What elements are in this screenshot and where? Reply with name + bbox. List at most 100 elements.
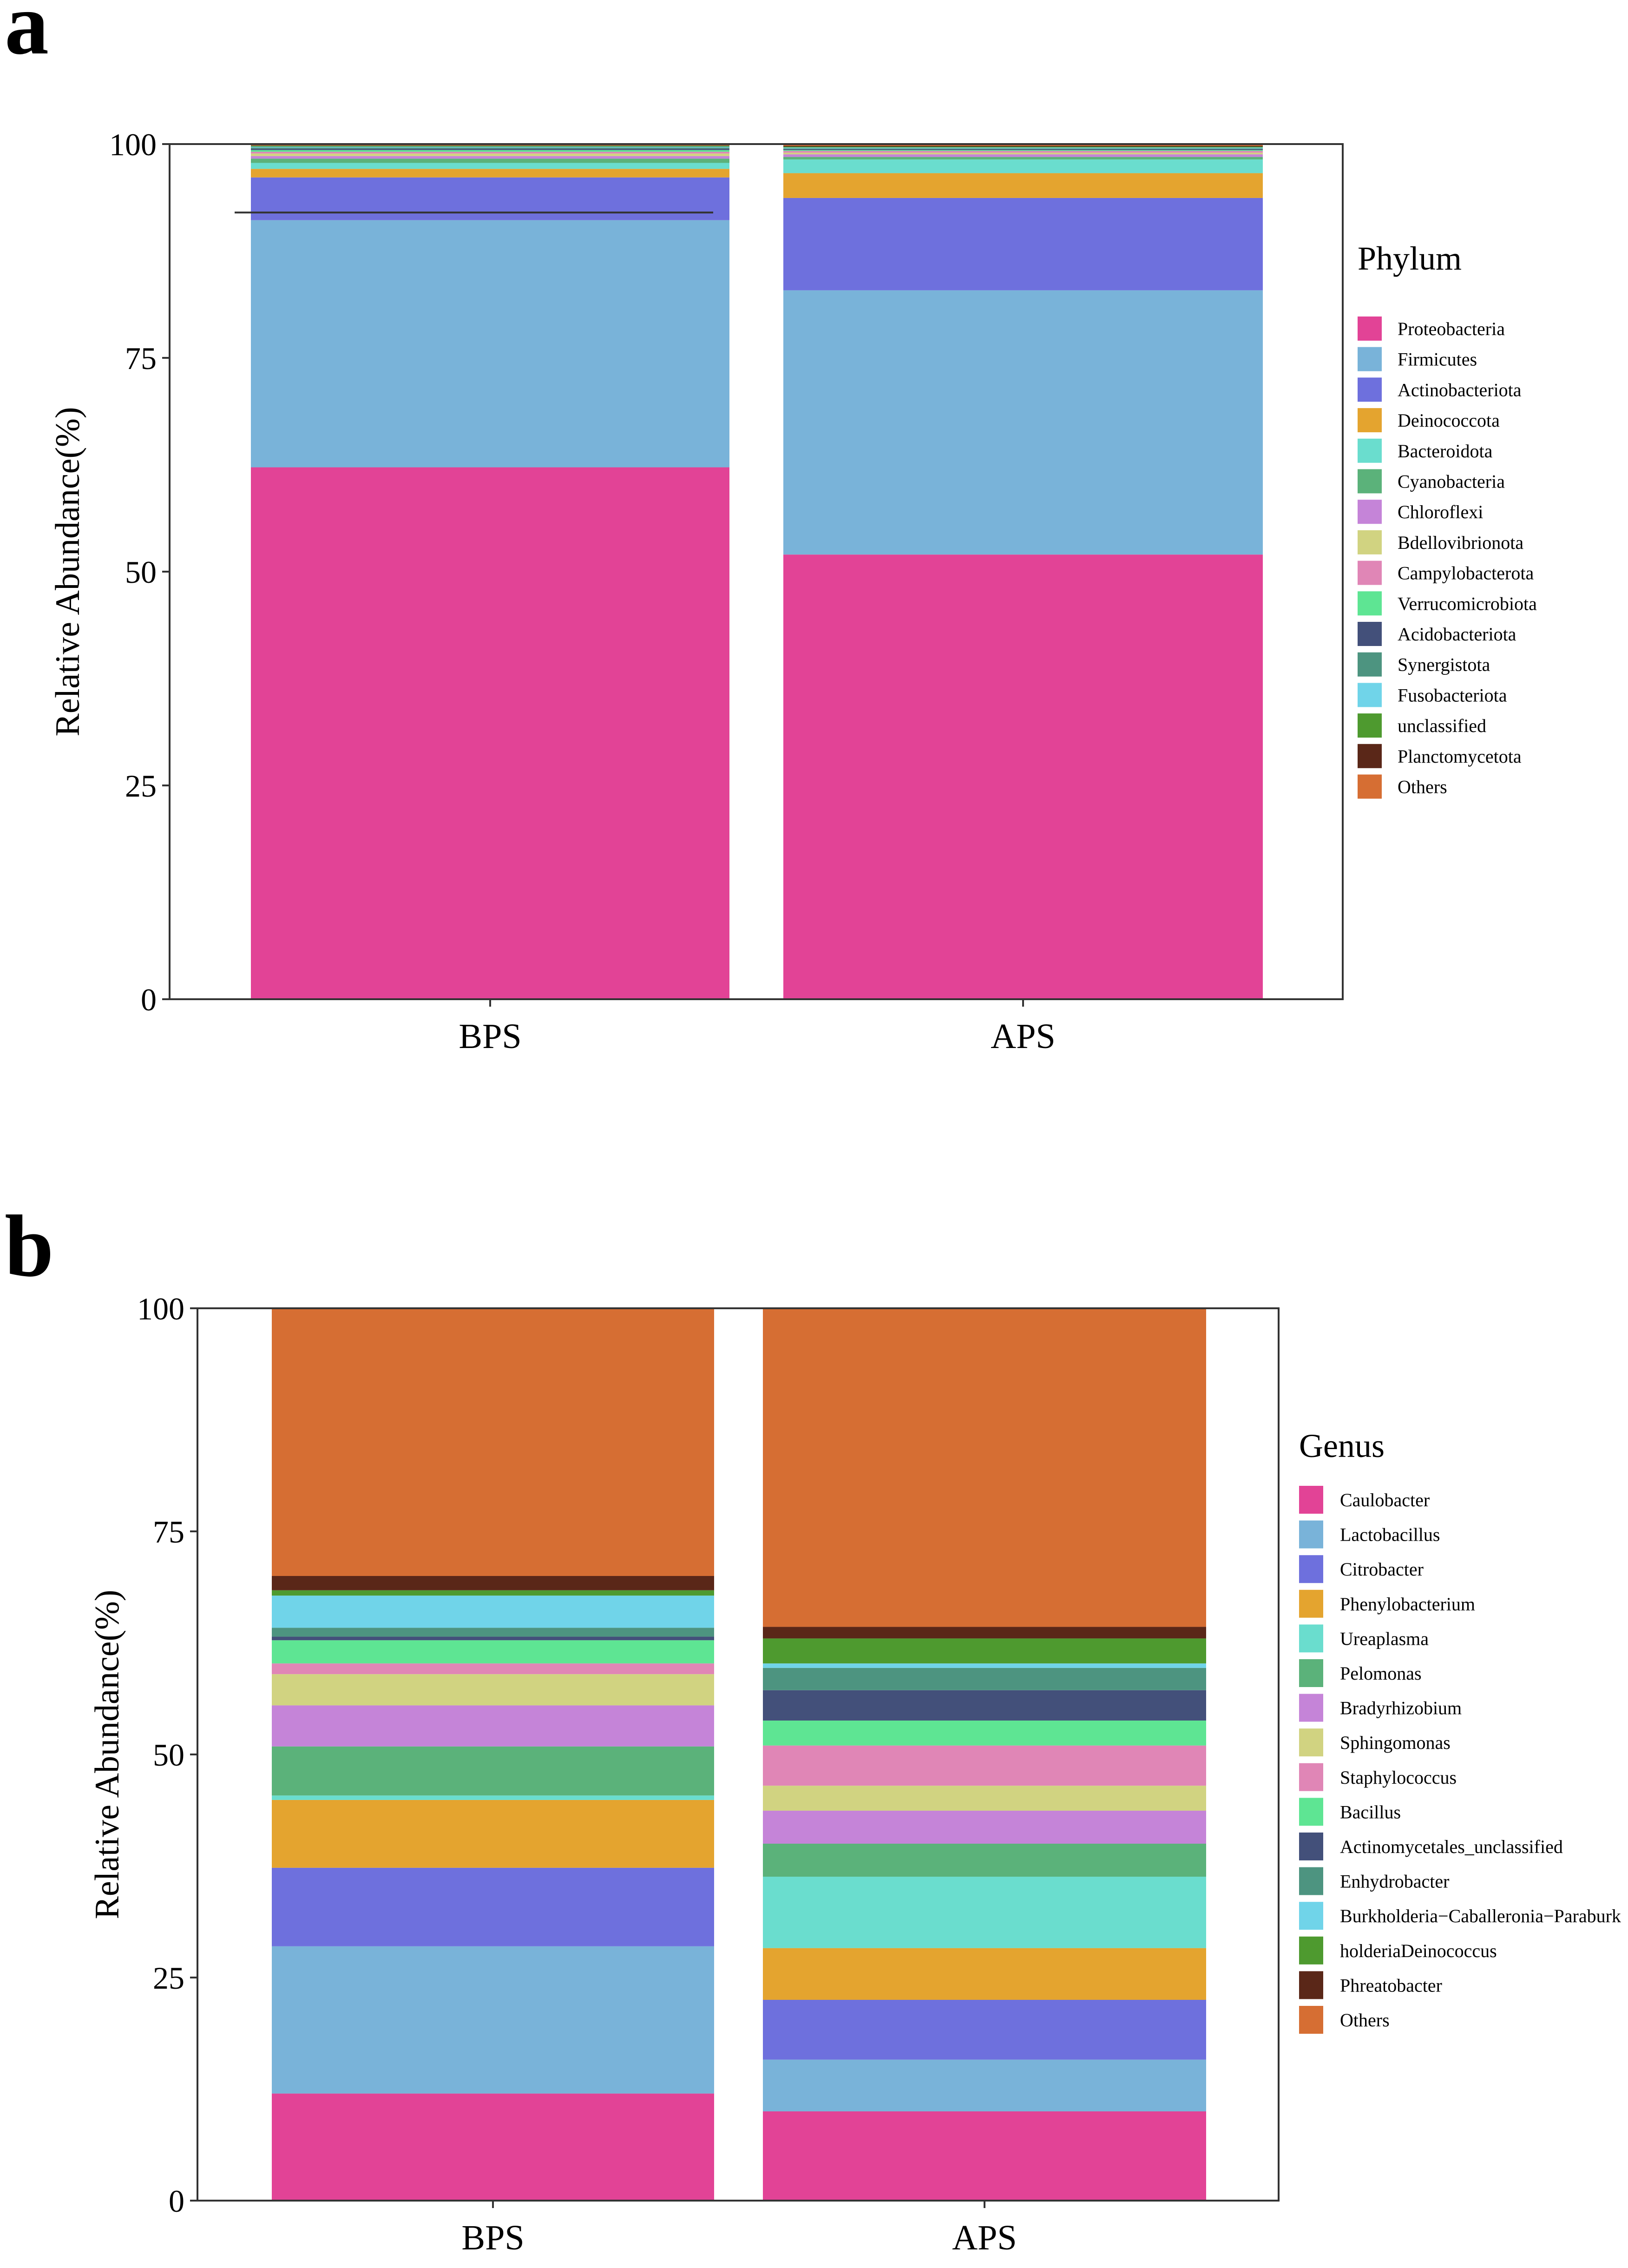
x-tick-label-bps: BPS bbox=[461, 2218, 524, 2257]
bar-segment-aps-bacillus bbox=[763, 1721, 1206, 1746]
legend-label-campylobacterota: Campylobacterota bbox=[1398, 563, 1534, 584]
x-tick-label-bps: BPS bbox=[459, 1017, 521, 1056]
legend-swatch-others bbox=[1299, 2006, 1323, 2034]
legend-label-actinomycetales-unclassified: Actinomycetales_unclassified bbox=[1340, 1836, 1563, 1857]
legend-label-others: Others bbox=[1398, 777, 1447, 798]
bar-segment-aps-others bbox=[763, 1308, 1206, 1627]
bar-segment-bps-deinococcota bbox=[251, 169, 729, 178]
y-tick-label: 100 bbox=[109, 127, 157, 162]
legend-label-others: Others bbox=[1340, 2010, 1390, 2031]
legend-swatch-bacteroidota bbox=[1358, 438, 1382, 463]
legend-swatch-firmicutes bbox=[1358, 347, 1382, 371]
legend-label-phenylobacterium: Phenylobacterium bbox=[1340, 1594, 1475, 1615]
genus-bars bbox=[272, 1308, 1206, 2201]
bar-segment-aps-ureaplasma bbox=[763, 1877, 1206, 1948]
legend-swatch-caulobacter bbox=[1299, 1486, 1323, 1514]
bar-segment-aps-holderiadeinococcus bbox=[763, 1638, 1206, 1664]
x-tick-label-aps: APS bbox=[991, 1017, 1055, 1056]
bar-segment-aps-actinomycetales-unclassified bbox=[763, 1690, 1206, 1721]
bar-segment-bps-enhydrobacter bbox=[272, 1628, 714, 1637]
legend-swatch-actinomycetales-unclassified bbox=[1299, 1833, 1323, 1860]
legend-label-burkholderia-caballeronia-paraburk: Burkholderia−Caballeronia−Paraburk bbox=[1340, 1905, 1621, 1926]
bar-segment-bps-unclassified bbox=[251, 145, 729, 147]
legend-swatch-campylobacterota bbox=[1358, 560, 1382, 585]
legend-label-firmicutes: Firmicutes bbox=[1398, 349, 1477, 370]
panel-a-letter: a bbox=[5, 0, 49, 73]
bar-segment-bps-bacteroidota bbox=[251, 163, 729, 169]
bar-segment-aps-caulobacter bbox=[763, 2111, 1206, 2201]
legend-swatch-planctomycetota bbox=[1358, 744, 1382, 768]
bar-segment-aps-sphingomonas bbox=[763, 1786, 1206, 1811]
legend-label-bradyrhizobium: Bradyrhizobium bbox=[1340, 1698, 1462, 1719]
bar-segment-aps-phreatobacter bbox=[763, 1627, 1206, 1639]
y-tick-label: 25 bbox=[153, 1960, 184, 1996]
bar-segment-bps-proteobacteria bbox=[251, 467, 729, 999]
bar-segment-aps-synergistota bbox=[783, 148, 1263, 150]
bar-segment-aps-staphylococcus bbox=[763, 1745, 1206, 1786]
y-tick-label: 25 bbox=[125, 768, 157, 804]
legend-swatch-enhydrobacter bbox=[1299, 1867, 1323, 1895]
bar-segment-aps-firmicutes bbox=[783, 290, 1263, 555]
legend-swatch-synergistota bbox=[1358, 652, 1382, 677]
bar-segment-bps-sphingomonas bbox=[272, 1674, 714, 1706]
bar-segment-aps-actinobacteriota bbox=[783, 198, 1263, 290]
legend-label-bacillus: Bacillus bbox=[1340, 1801, 1401, 1822]
legend-swatch-verrucomicrobiota bbox=[1358, 591, 1382, 616]
legend-swatch-holderiadeinococcus bbox=[1299, 1936, 1323, 1965]
legend-swatch-citrobacter bbox=[1299, 1555, 1323, 1583]
legend-label-actinobacteriota: Actinobacteriota bbox=[1398, 379, 1522, 400]
bar-segment-bps-actinobacteriota bbox=[251, 177, 729, 220]
legend-label-citrobacter: Citrobacter bbox=[1340, 1559, 1424, 1580]
legend-label-verrucomicrobiota: Verrucomicrobiota bbox=[1398, 593, 1537, 614]
legend-swatch-acidobacteriota bbox=[1358, 622, 1382, 646]
bar-segment-bps-actinomycetales-unclassified bbox=[272, 1636, 714, 1641]
bar-segment-aps-cyanobacteria bbox=[783, 157, 1263, 160]
bar-segment-bps-firmicutes bbox=[251, 220, 729, 468]
legend-swatch-actinobacteriota bbox=[1358, 377, 1382, 402]
bar-segment-aps-unclassified bbox=[783, 146, 1263, 148]
legend-label-holderiadeinococcus: holderiaDeinococcus bbox=[1340, 1940, 1497, 1961]
bar-segment-aps-verrucomicrobiota bbox=[783, 150, 1263, 151]
legend-swatch-deinococcota bbox=[1358, 408, 1382, 433]
legend: Proteobacteria Firmicutes Actinobacteriota… bbox=[1358, 316, 1537, 799]
bar-segment-aps-bacteroidota bbox=[783, 159, 1263, 173]
legend-label-phreatobacter: Phreatobacter bbox=[1340, 1975, 1442, 1996]
bar-segment-aps-campylobacterota bbox=[783, 151, 1263, 153]
bar-segment-aps-burkholderia-caballeronia-paraburk bbox=[763, 1663, 1206, 1668]
bar-segment-bps-synergistota bbox=[251, 147, 729, 149]
bar-segment-aps-pelomonas bbox=[763, 1844, 1206, 1877]
legend-label-synergistota: Synergistota bbox=[1398, 654, 1490, 675]
bar-segment-bps-bdellovibrionota bbox=[251, 153, 729, 156]
y-tick-label: 100 bbox=[137, 1291, 184, 1326]
legend-label-bacteroidota: Bacteroidota bbox=[1398, 441, 1493, 462]
bar-segment-aps-phenylobacterium bbox=[763, 1948, 1206, 2000]
legend-label-lactobacillus: Lactobacillus bbox=[1340, 1524, 1440, 1545]
legend-label-staphylococcus: Staphylococcus bbox=[1340, 1767, 1457, 1788]
y-tick-label: 0 bbox=[141, 982, 157, 1017]
legend-swatch-pelomonas bbox=[1299, 1659, 1323, 1687]
bar-segment-aps-proteobacteria bbox=[783, 554, 1263, 999]
bar-segment-aps-bradyrhizobium bbox=[763, 1810, 1206, 1844]
bar-segment-aps-planctomycetota bbox=[783, 145, 1263, 147]
bar-segment-bps-planctomycetota bbox=[251, 145, 729, 146]
y-tick-label: 75 bbox=[153, 1514, 184, 1549]
legend-swatch-burkholderia-caballeronia-paraburk bbox=[1299, 1902, 1323, 1930]
bar-segment-bps-others bbox=[272, 1308, 714, 1576]
bar-segment-bps-staphylococcus bbox=[272, 1663, 714, 1675]
legend-label-sphingomonas: Sphingomonas bbox=[1340, 1732, 1451, 1753]
legend-swatch-ureaplasma bbox=[1299, 1624, 1323, 1653]
legend-label-bdellovibrionota: Bdellovibrionota bbox=[1398, 532, 1523, 553]
legend-swatch-bradyrhizobium bbox=[1299, 1694, 1323, 1722]
legend-swatch-others bbox=[1358, 774, 1382, 799]
bar-segment-bps-verrucomicrobiota bbox=[251, 150, 729, 152]
y-tick-label: 50 bbox=[125, 554, 157, 590]
legend-label-cyanobacteria: Cyanobacteria bbox=[1398, 471, 1505, 492]
legend: Caulobacter Lactobacillus Citrobacter Pheny… bbox=[1299, 1486, 1621, 2034]
bar-segment-aps-lactobacillus bbox=[763, 2059, 1206, 2111]
bar-segment-aps-deinococcota bbox=[783, 173, 1263, 198]
y-axis-label: Relative Abundance(%) bbox=[49, 407, 87, 737]
legend-title: Genus bbox=[1299, 1427, 1385, 1464]
legend-label-caulobacter: Caulobacter bbox=[1340, 1490, 1430, 1510]
